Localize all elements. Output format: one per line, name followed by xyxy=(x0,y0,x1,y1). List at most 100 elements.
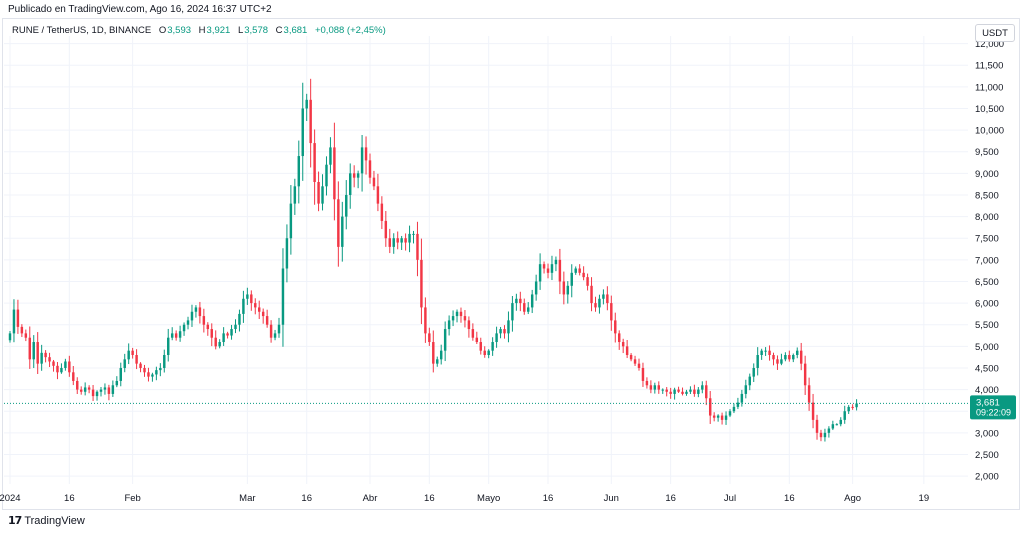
candle-body xyxy=(811,402,815,420)
candle-body xyxy=(388,238,392,247)
candle-body xyxy=(515,298,518,304)
candle-body xyxy=(127,350,130,360)
candle-body xyxy=(657,385,661,390)
candle-body xyxy=(720,415,724,420)
candle-body xyxy=(689,389,692,392)
candle-body xyxy=(234,324,237,330)
y-tick-label: 4,000 xyxy=(975,385,999,396)
candle-body xyxy=(590,285,593,304)
candle-body xyxy=(309,99,312,144)
y-tick-label: 3,000 xyxy=(975,428,999,439)
candle-body xyxy=(570,272,573,286)
candle-body xyxy=(281,268,285,325)
candle-body xyxy=(645,380,649,386)
candle-body xyxy=(463,316,467,321)
candle-body xyxy=(167,337,170,355)
candle-body xyxy=(254,303,257,308)
candle-body xyxy=(321,186,324,204)
y-tick-label: 6,000 xyxy=(975,299,999,310)
candle-body xyxy=(594,303,597,308)
candle-body xyxy=(99,389,103,392)
candle-body xyxy=(851,406,854,408)
y-tick-label: 10,500 xyxy=(975,104,1004,115)
high-value: 3,921 xyxy=(206,25,231,36)
close-label: C xyxy=(275,25,283,36)
x-tick-label: Jun xyxy=(604,493,619,504)
candle-body xyxy=(68,361,71,373)
candle-body xyxy=(712,415,716,418)
candle-body xyxy=(815,419,819,433)
candle-body xyxy=(633,359,637,364)
candle-body xyxy=(451,316,455,321)
candle-body xyxy=(491,342,494,351)
candle-body xyxy=(621,342,625,347)
x-tick-label: 2024 xyxy=(0,493,21,504)
y-tick-label: 10,000 xyxy=(975,126,1004,137)
x-tick-label: Mayo xyxy=(477,493,500,504)
x-tick-label: 19 xyxy=(919,493,930,504)
candle-body xyxy=(847,406,850,412)
candle-body xyxy=(392,238,395,247)
candle-body xyxy=(404,238,407,243)
candle-body xyxy=(337,199,340,247)
candle-body xyxy=(174,333,178,338)
candle-body xyxy=(843,411,846,420)
candle-body xyxy=(222,333,225,343)
x-tick-label: 16 xyxy=(543,493,554,504)
candle-body xyxy=(530,294,534,308)
candle-body xyxy=(356,173,360,178)
currency-button[interactable]: USDT xyxy=(975,24,1015,42)
candle-body xyxy=(420,259,423,308)
candle-body xyxy=(289,203,293,239)
candle-body xyxy=(170,333,174,338)
candle-body xyxy=(523,303,526,312)
candle-body xyxy=(159,367,162,371)
candle-body xyxy=(194,307,198,312)
candle-body xyxy=(348,173,352,195)
candle-body xyxy=(329,147,332,165)
candle-body xyxy=(788,355,791,360)
symbol-label: RUNE / TetherUS, 1D, BINANCE xyxy=(12,25,152,36)
candle-body xyxy=(218,342,221,347)
candle-body xyxy=(396,238,399,243)
candle-body xyxy=(269,324,273,338)
candle-body xyxy=(376,186,380,204)
y-tick-label: 7,000 xyxy=(975,255,999,266)
candle-body xyxy=(776,359,779,364)
candle-body xyxy=(24,333,28,338)
tradingview-brand[interactable]: 17 TradingView xyxy=(8,514,85,527)
candle-body xyxy=(408,233,411,243)
last-price-tag xyxy=(970,395,1016,420)
candle-body xyxy=(190,311,194,321)
candle-body xyxy=(412,233,415,235)
candle-body xyxy=(582,272,585,278)
candle-body xyxy=(546,268,550,273)
candle-body xyxy=(416,233,419,260)
candle-body xyxy=(447,320,451,330)
candle-body xyxy=(629,355,633,360)
candle-body xyxy=(242,298,245,314)
candle-body xyxy=(503,329,506,334)
candle-body xyxy=(641,367,645,381)
candle-body xyxy=(428,333,431,343)
candle-body xyxy=(372,177,376,187)
candle-body xyxy=(554,259,558,265)
candle-body xyxy=(12,309,16,334)
candle-body xyxy=(293,186,297,204)
candle-body xyxy=(297,156,301,187)
candle-body xyxy=(681,391,684,394)
candle-body xyxy=(649,385,653,390)
candle-body xyxy=(827,428,831,433)
candle-body xyxy=(606,294,609,304)
candle-body xyxy=(60,367,63,373)
candle-body xyxy=(807,385,811,403)
candle-body xyxy=(744,385,748,394)
x-tick-label: 16 xyxy=(301,493,312,504)
y-tick-label: 7,500 xyxy=(975,234,999,245)
candle-body xyxy=(558,259,562,282)
candle-body xyxy=(115,380,119,386)
candle-body xyxy=(661,389,664,391)
candle-body xyxy=(147,372,150,377)
candle-body xyxy=(708,398,712,416)
